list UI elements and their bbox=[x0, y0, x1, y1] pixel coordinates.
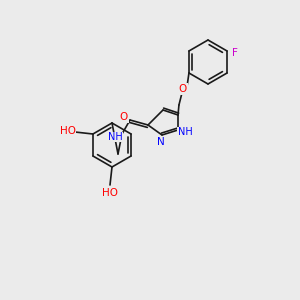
Text: O: O bbox=[179, 84, 187, 94]
Text: NH: NH bbox=[178, 127, 192, 137]
Text: HO: HO bbox=[60, 126, 76, 136]
Text: NH: NH bbox=[108, 132, 122, 142]
Text: F: F bbox=[232, 48, 238, 58]
Text: HO: HO bbox=[102, 188, 118, 198]
Text: N: N bbox=[157, 137, 165, 147]
Text: O: O bbox=[120, 112, 128, 122]
